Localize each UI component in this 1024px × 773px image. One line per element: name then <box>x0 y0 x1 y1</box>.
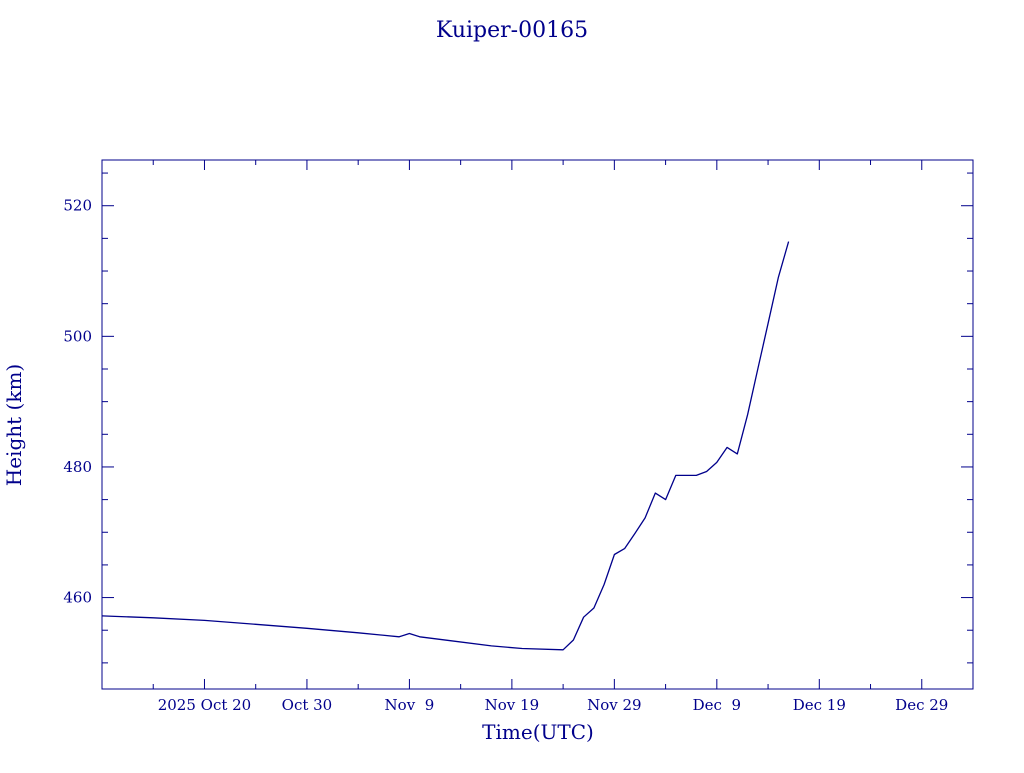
x-tick-label: Dec 29 <box>895 696 948 714</box>
x-tick-label: 2025 Oct 20 <box>158 696 252 714</box>
x-tick-label: Nov 29 <box>587 696 642 714</box>
y-tick-label: 500 <box>63 327 92 345</box>
height-series-line <box>101 241 790 651</box>
tick-labels: 2025 Oct 20 Oct 30 Nov 9 Nov 19 Nov 29 Dec 9 D… <box>63 197 948 714</box>
x-tick-label: Dec 19 <box>793 696 846 714</box>
y-tick-label: 520 <box>63 197 92 215</box>
chart-title: Kuiper-00165 <box>436 18 588 43</box>
y-axis-title: Height (km) <box>2 364 26 486</box>
x-axis-title: Time(UTC) <box>482 720 594 744</box>
x-tick-label: Nov 9 <box>385 696 435 714</box>
plot-frame <box>101 159 974 690</box>
x-tick-label: Oct 30 <box>282 696 333 714</box>
x-tick-label: Nov 19 <box>485 696 540 714</box>
y-tick-label: 480 <box>63 458 92 476</box>
x-tick-label: Dec 9 <box>693 696 741 714</box>
y-tick-label: 460 <box>63 589 92 607</box>
axis-ticks <box>101 160 974 689</box>
